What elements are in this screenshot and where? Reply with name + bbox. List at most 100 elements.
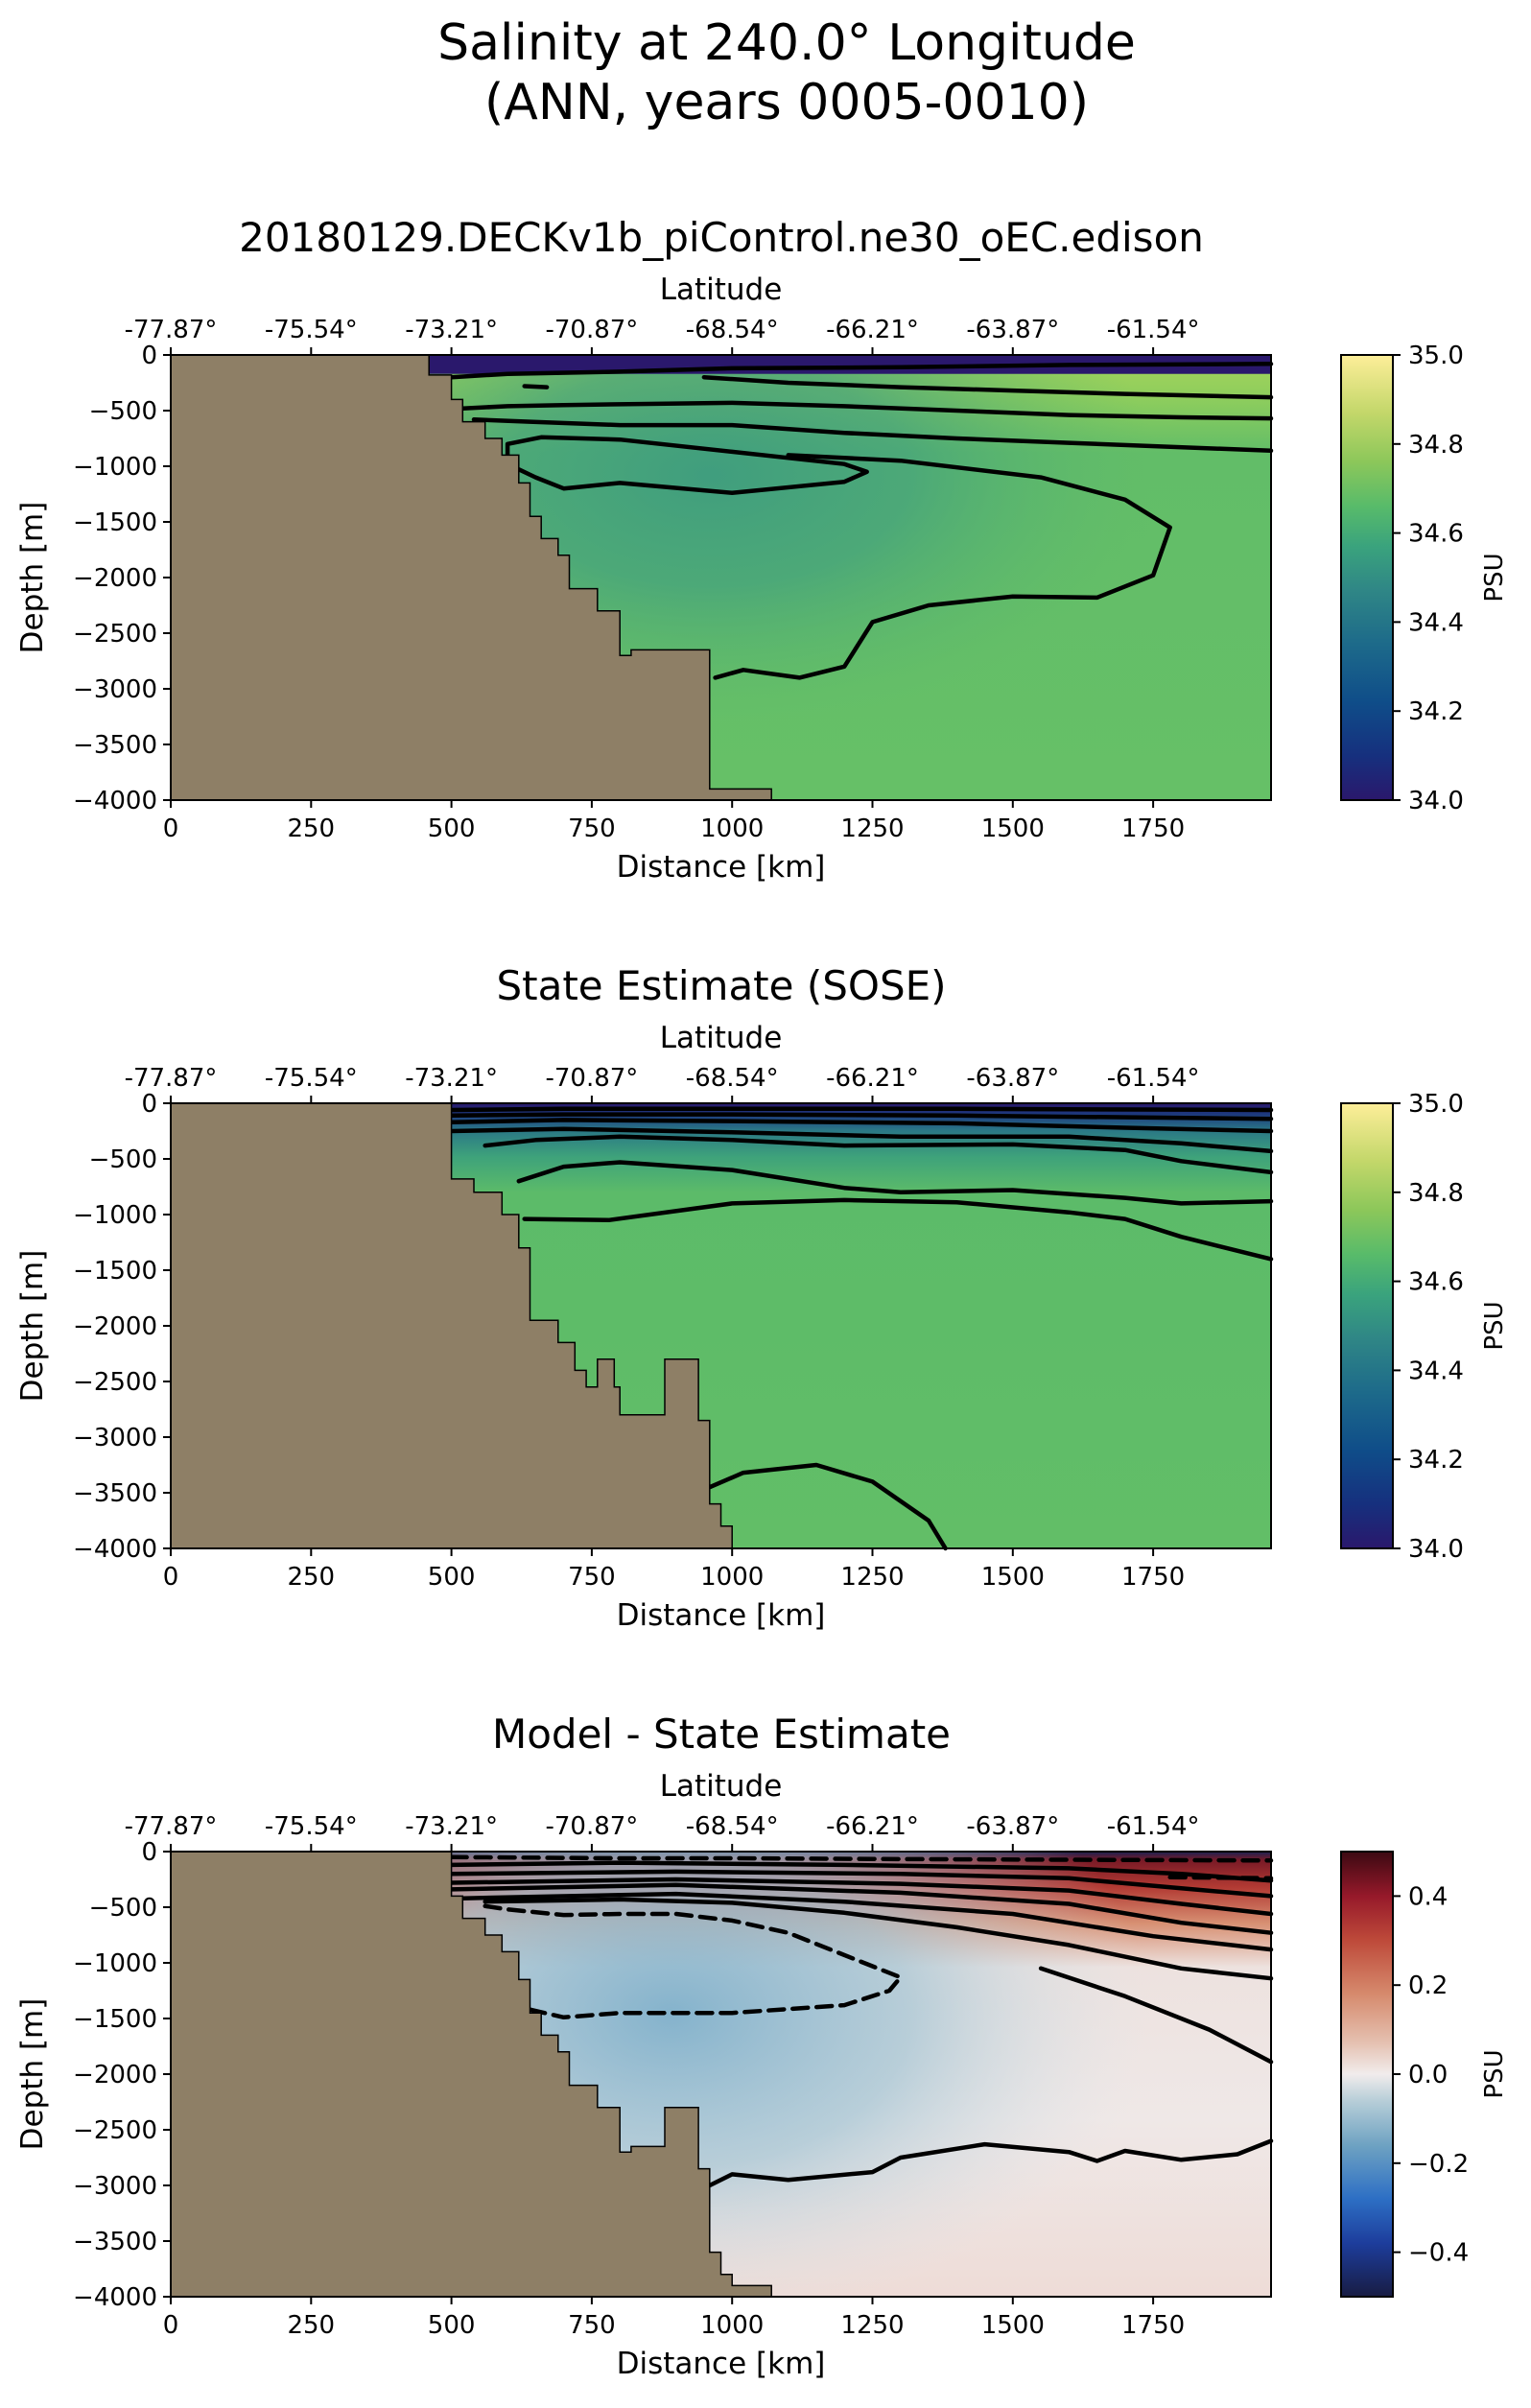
colorbar-label: PSU	[1480, 553, 1509, 602]
lat-tick-label: -70.87°	[545, 1064, 638, 1093]
contour-line	[707, 2138, 1274, 2188]
contour-line	[449, 1882, 1274, 1935]
lat-tick-label: -73.21°	[405, 316, 498, 344]
y-tick-label: −4000	[73, 787, 157, 815]
lat-tick-label: -68.54°	[686, 1812, 779, 1841]
y-tick-label: −2500	[73, 620, 157, 649]
x-tick-label: 250	[287, 2311, 335, 2340]
lat-tick-label: -63.87°	[966, 1064, 1059, 1093]
y-tick-label: −3000	[73, 1424, 157, 1452]
x-tick-label: 500	[428, 2311, 476, 2340]
colorbar-label: PSU	[1480, 2049, 1509, 2098]
contour-line	[713, 453, 1172, 680]
x-tick-label: 750	[568, 2311, 616, 2340]
y-tick-label: −1500	[73, 508, 157, 537]
x-axis-label: Distance [km]	[617, 2347, 826, 2381]
x-tick-label: 0	[163, 1563, 179, 1592]
lat-tick-label: -70.87°	[545, 1812, 638, 1841]
lat-tick-label: -77.87°	[125, 1812, 218, 1841]
lat-tick-label: -66.21°	[826, 316, 919, 344]
y-tick-label: −2000	[73, 1312, 157, 1341]
contour-line	[449, 1854, 1274, 1863]
y-tick-label: −4000	[73, 1535, 157, 1564]
contour-line	[449, 1106, 1274, 1113]
y-tick-label: −3500	[73, 731, 157, 760]
colorbar-tick-label: 0.4	[1408, 1882, 1448, 1911]
contour-line	[1167, 1875, 1274, 1881]
colorbar-tick-label: 34.0	[1408, 1535, 1464, 1564]
x-tick-label: 1000	[700, 1563, 764, 1592]
lat-tick-label: -77.87°	[125, 1064, 218, 1093]
x-tick-label: 750	[568, 814, 616, 843]
colorbar-tick-label: 0.0	[1408, 2061, 1448, 2089]
contour-line	[522, 384, 550, 390]
x-tick-label: 750	[568, 1563, 616, 1592]
contour-line	[449, 1860, 1274, 1883]
y-tick-label: −3500	[73, 1479, 157, 1508]
lat-tick-label: -73.21°	[405, 1812, 498, 1841]
y-tick-label: −1500	[73, 2005, 157, 2034]
y-tick-label: −1000	[73, 1201, 157, 1230]
contour-line	[701, 374, 1274, 400]
contour-line	[449, 1112, 1274, 1121]
x-tick-label: 1500	[981, 1563, 1045, 1592]
x-tick-label: 1000	[700, 814, 764, 843]
x-tick-label: 1750	[1121, 814, 1185, 843]
panel-title: State Estimate (SOSE)	[496, 962, 946, 1009]
lat-tick-label: -61.54°	[1107, 1064, 1200, 1093]
lat-tick-label: -70.87°	[545, 316, 638, 344]
x-tick-label: 250	[287, 1563, 335, 1592]
x-tick-label: 1250	[840, 814, 904, 843]
bathymetry-land	[170, 1102, 733, 1549]
y-tick-label: 0	[141, 1090, 157, 1119]
lat-tick-label: -75.54°	[265, 1064, 358, 1093]
x-tick-label: 1250	[840, 2311, 904, 2340]
lat-tick-label: -63.87°	[966, 316, 1059, 344]
x-tick-label: 0	[163, 2311, 179, 2340]
colorbar-tick-label: 34.4	[1408, 1357, 1464, 1385]
y-tick-label: −3000	[73, 2172, 157, 2201]
y-tick-label: −1500	[73, 1257, 157, 1286]
x-tick-label: 250	[287, 814, 335, 843]
contour-line	[449, 1118, 1274, 1134]
panel-sose: State Estimate (SOSE) 0 250 500 750 1000 1250 1…	[15, 962, 1509, 1633]
contour-line	[449, 1126, 1274, 1154]
contour-line	[471, 417, 1274, 454]
lat-tick-label: -68.54°	[686, 316, 779, 344]
colorbar	[1340, 1102, 1394, 1549]
colorbar-tick-label: 34.2	[1408, 697, 1464, 726]
colorbar	[1340, 1851, 1394, 2298]
contour-line	[460, 1891, 1274, 1952]
contour-line	[505, 435, 869, 496]
colorbar-tick-label: 0.2	[1408, 1971, 1448, 2000]
contour-line	[449, 1869, 1274, 1899]
figure-title-line1: Salinity at 240.0° Longitude	[437, 14, 1136, 72]
colorbar-tick-label: 34.8	[1408, 1179, 1464, 1208]
contour-line	[483, 1903, 904, 2020]
x-tick-label: 1500	[981, 2311, 1045, 2340]
x-tick-label: 1000	[700, 2311, 764, 2340]
panel-model: 20180129.DECKv1b_piControl.ne30_oEC.edis…	[15, 214, 1509, 885]
figure-title-line2: (ANN, years 0005-0010)	[484, 74, 1089, 131]
panel-title: Model - State Estimate	[492, 1711, 951, 1758]
y-axis-label: Depth [m]	[15, 1250, 50, 1403]
lat-tick-label: -75.54°	[265, 316, 358, 344]
y-tick-label: −1000	[73, 1949, 157, 1978]
top-axis-label: Latitude	[660, 272, 783, 307]
colorbar-tick-label: 34.6	[1408, 520, 1464, 549]
lat-tick-label: -66.21°	[826, 1064, 919, 1093]
y-tick-label: −500	[89, 1894, 157, 1923]
x-tick-label: 1750	[1121, 2311, 1185, 2340]
bathymetry-land	[170, 354, 772, 801]
top-axis-label: Latitude	[660, 1769, 783, 1804]
lat-tick-label: -66.21°	[826, 1812, 919, 1841]
y-tick-label: −4000	[73, 2283, 157, 2312]
colorbar-tick-label: 34.2	[1408, 1446, 1464, 1475]
lat-tick-label: -61.54°	[1107, 316, 1200, 344]
y-tick-label: −1000	[73, 453, 157, 482]
top-axis-label: Latitude	[660, 1021, 783, 1055]
y-tick-label: −3500	[73, 2228, 157, 2256]
lat-tick-label: -73.21°	[405, 1064, 498, 1093]
y-tick-label: 0	[141, 1838, 157, 1867]
